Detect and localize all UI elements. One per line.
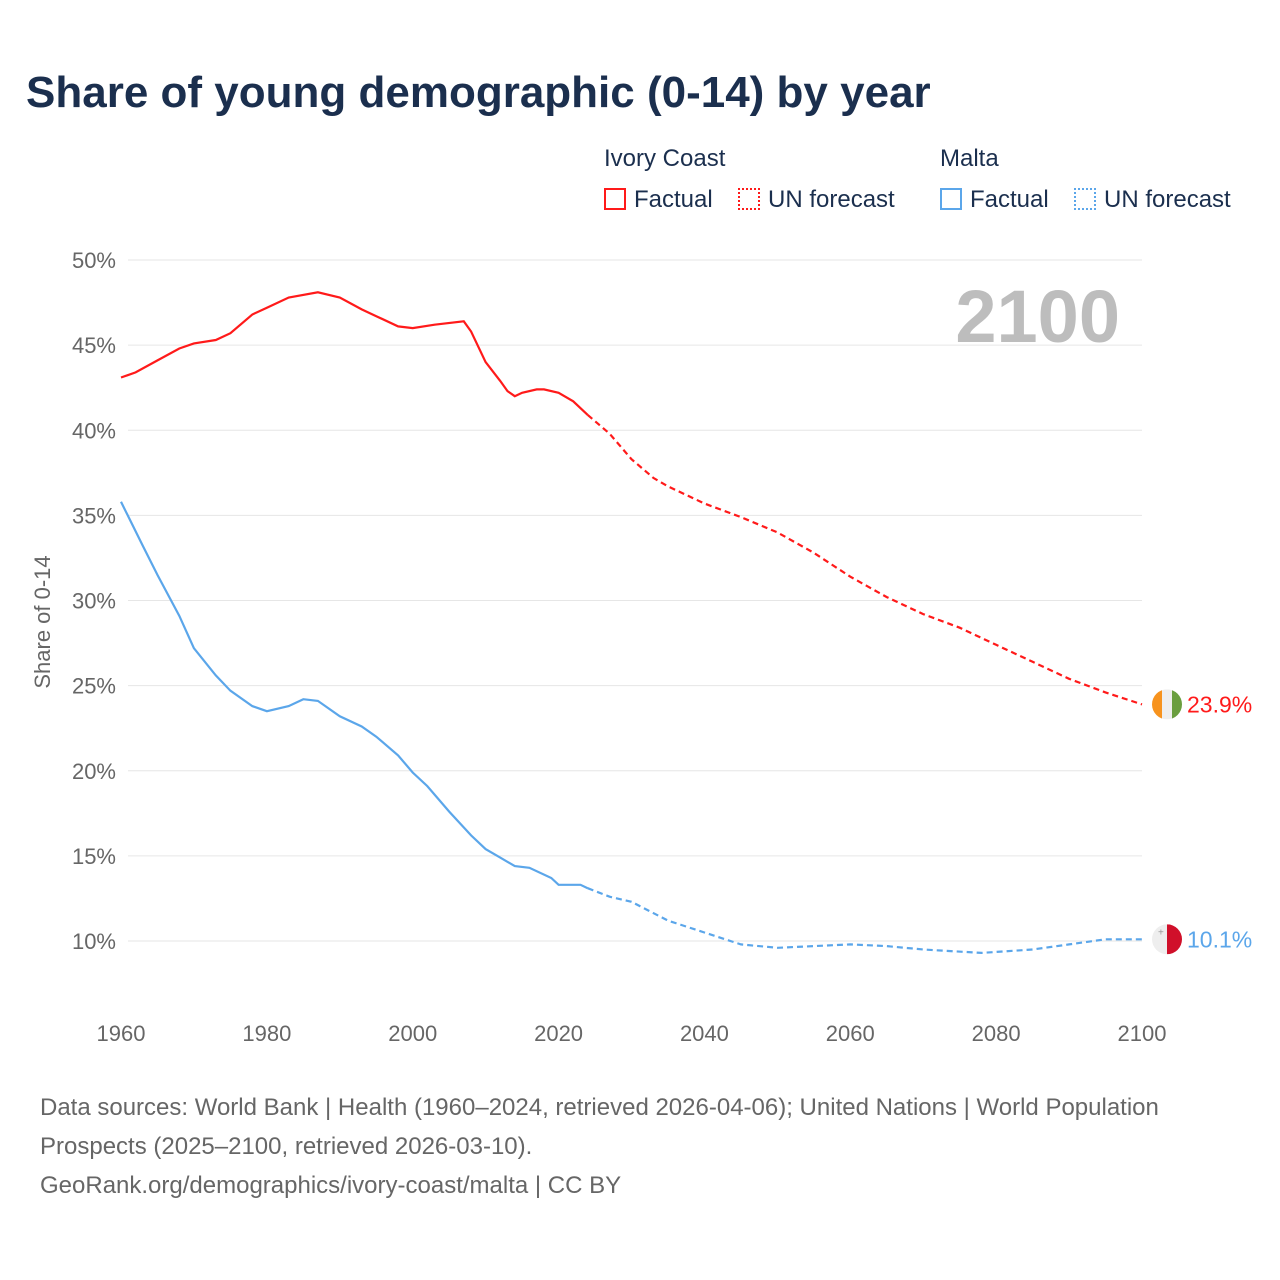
- x-tick-label: 2000: [388, 1021, 437, 1046]
- chart-title: Share of young demographic (0-14) by yea…: [26, 68, 931, 117]
- legend-group-ivory-coast: Ivory Coast: [604, 145, 726, 172]
- legend-ivory-coast-factual[interactable]: Factual: [604, 186, 713, 214]
- malta-flag-icon: +: [1152, 924, 1182, 955]
- legend-swatch-solid: [604, 188, 626, 210]
- x-tick-label: 2020: [534, 1021, 583, 1046]
- series-line-factual-malta: [120, 501, 589, 890]
- legend-swatch-solid: [940, 188, 962, 210]
- year-watermark: 2100: [955, 275, 1120, 358]
- y-tick-label: 50%: [72, 248, 116, 273]
- credit-link[interactable]: GeoRank.org/demographics/ivory-coast/mal…: [40, 1172, 622, 1199]
- x-tick-label: 2060: [826, 1021, 875, 1046]
- end-value-label: 10.1%: [1187, 926, 1252, 952]
- x-tick-label: 1960: [97, 1021, 146, 1046]
- series-line-forecast-ivory-coast: [586, 414, 1143, 706]
- y-tick-label: 30%: [72, 589, 116, 614]
- series-line-factual-ivory-coast: [120, 291, 589, 416]
- y-tick-label: 40%: [72, 418, 116, 443]
- end-value-label: 23.9%: [1187, 691, 1252, 717]
- legend-malta-factual[interactable]: Factual: [940, 186, 1049, 214]
- svg-text:+: +: [1158, 927, 1164, 938]
- y-tick-label: 25%: [72, 674, 116, 699]
- y-tick-label: 45%: [72, 333, 116, 358]
- x-tick-label: 1980: [242, 1021, 291, 1046]
- ivory-coast-flag-icon: [1152, 689, 1182, 720]
- y-tick-label: 20%: [72, 759, 116, 784]
- legend-malta-forecast[interactable]: UN forecast: [1074, 186, 1231, 214]
- legend-swatch-dotted: [1074, 188, 1096, 210]
- legend-label: UN forecast: [768, 186, 895, 213]
- x-tick-label: 2100: [1118, 1021, 1167, 1046]
- y-tick-label: 15%: [72, 844, 116, 869]
- legend-swatch-dotted: [738, 188, 760, 210]
- legend-label: Factual: [970, 186, 1049, 213]
- legend-label: UN forecast: [1104, 186, 1231, 213]
- x-tick-label: 2040: [680, 1021, 729, 1046]
- legend-group-malta: Malta: [940, 145, 999, 172]
- footer: Data sources: World Bank | Health (1960–…: [40, 1088, 1200, 1205]
- y-axis-label: Share of 0-14: [30, 555, 55, 688]
- legend-ivory-coast-forecast[interactable]: UN forecast: [738, 186, 895, 214]
- data-sources: Data sources: World Bank | Health (1960–…: [40, 1094, 1159, 1160]
- y-tick-label: 35%: [72, 503, 116, 528]
- series-line-forecast-malta: [587, 887, 1142, 955]
- legend-label: Factual: [634, 186, 713, 213]
- x-tick-label: 2080: [972, 1021, 1021, 1046]
- y-tick-label: 10%: [72, 929, 116, 954]
